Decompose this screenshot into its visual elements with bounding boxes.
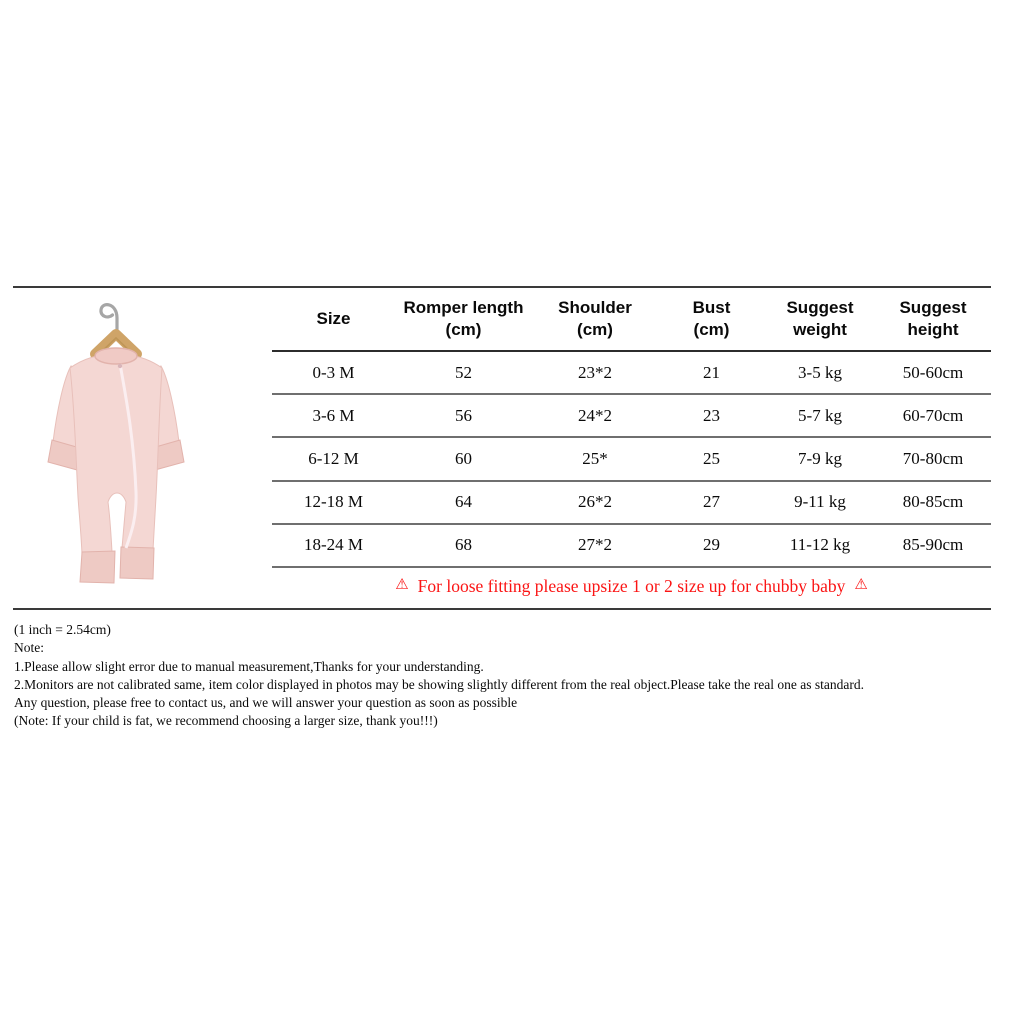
table-cell: 3-6 M bbox=[312, 405, 355, 425]
table-cell: 0-3 M bbox=[312, 362, 355, 382]
note-line-sizing-advice: (Note: If your child is fat, we recommen… bbox=[14, 713, 438, 729]
hanger-hook bbox=[99, 303, 119, 338]
note-line-1: 1.Please allow slight error due to manua… bbox=[14, 658, 484, 674]
table-row: 6-12 M 60 25* 25 7-9 kg 70-80cm bbox=[272, 438, 991, 482]
table-cell: 7-9 kg bbox=[798, 448, 842, 468]
table-cell: 25* bbox=[582, 448, 608, 468]
table-cell: 50-60cm bbox=[902, 362, 964, 382]
column-header-suggest-weight: Suggest weight bbox=[786, 297, 854, 339]
table-cell: 85-90cm bbox=[902, 535, 964, 555]
romper-left-leg-cuff bbox=[79, 550, 116, 584]
table-cell: 80-85cm bbox=[902, 492, 964, 512]
romper-zipper bbox=[118, 363, 138, 549]
romper-right-leg-cuff bbox=[119, 546, 155, 580]
table-cell: 64 bbox=[455, 492, 472, 512]
table-row: 3-6 M 56 24*2 23 5-7 kg 60-70cm bbox=[272, 395, 991, 439]
romper-body bbox=[69, 353, 163, 555]
table-cell: 24*2 bbox=[578, 405, 612, 425]
bottom-divider bbox=[13, 608, 991, 610]
table-cell: 5-7 kg bbox=[798, 405, 842, 425]
table-cell: 27 bbox=[703, 492, 720, 512]
table-cell: 60 bbox=[455, 448, 472, 468]
note-line-2: 2.Monitors are not calibrated same, item… bbox=[14, 676, 865, 692]
table-cell: 11-12 kg bbox=[789, 535, 851, 555]
romper-collar bbox=[94, 347, 138, 365]
product-photo bbox=[40, 292, 270, 610]
table-cell: 27*2 bbox=[578, 535, 612, 555]
column-header-bust: Bust (cm) bbox=[692, 297, 731, 339]
table-cell: 52 bbox=[455, 362, 472, 382]
table-cell: 18-24 M bbox=[303, 535, 364, 555]
table-cell: 25 bbox=[703, 448, 720, 468]
table-row: 18-24 M 68 27*2 29 11-12 kg 85-90cm bbox=[272, 525, 991, 568]
table-cell: 70-80cm bbox=[902, 448, 964, 468]
column-header-shoulder: Shoulder (cm) bbox=[558, 297, 632, 339]
zipper-pull bbox=[117, 363, 123, 369]
note-line-inch-conversion: (1 inch = 2.54cm) bbox=[14, 622, 111, 637]
table-row: 0-3 M 52 23*2 21 3-5 kg 50-60cm bbox=[272, 352, 991, 396]
table-row: 12-18 M 64 26*2 27 9-11 kg 80-85cm bbox=[272, 482, 991, 525]
romper-graphic bbox=[47, 303, 185, 584]
top-divider bbox=[13, 286, 991, 288]
warning-text: For loose fitting please upsize 1 or 2 s… bbox=[417, 576, 846, 597]
notes-section: (1 inch = 2.54cm) Note: 1.Please allow s… bbox=[14, 621, 1014, 731]
table-cell: 23*2 bbox=[578, 362, 612, 382]
table-cell: 56 bbox=[455, 405, 472, 425]
table-cell: 3-5 kg bbox=[798, 362, 842, 382]
note-line-contact: Any question, please free to contact us,… bbox=[14, 695, 518, 711]
table-cell: 9-11 kg bbox=[794, 492, 846, 512]
table-cell: 29 bbox=[703, 535, 720, 555]
size-chart-table: Size Romper length (cm) Shoulder (cm) Bu… bbox=[272, 287, 991, 606]
table-cell: 12-18 M bbox=[303, 492, 364, 512]
column-header-romper-length: Romper length (cm) bbox=[403, 297, 524, 339]
table-cell: 26*2 bbox=[578, 492, 612, 512]
hanger-icon bbox=[90, 329, 142, 359]
warning-banner: ⚠ For loose fitting please upsize 1 or 2… bbox=[272, 568, 991, 606]
column-header-size: Size bbox=[316, 308, 351, 328]
table-cell: 68 bbox=[455, 535, 472, 555]
table-cell: 23 bbox=[703, 405, 720, 425]
table-cell: 6-12 M bbox=[308, 448, 359, 468]
table-cell: 21 bbox=[703, 362, 720, 382]
warning-icon: ⚠ bbox=[395, 577, 409, 594]
warning-icon: ⚠ bbox=[854, 577, 868, 594]
table-header-row: Size Romper length (cm) Shoulder (cm) Bu… bbox=[272, 287, 991, 352]
table-cell: 60-70cm bbox=[902, 405, 964, 425]
note-line-label: Note: bbox=[14, 640, 44, 656]
column-header-suggest-height: Suggest height bbox=[899, 297, 967, 339]
